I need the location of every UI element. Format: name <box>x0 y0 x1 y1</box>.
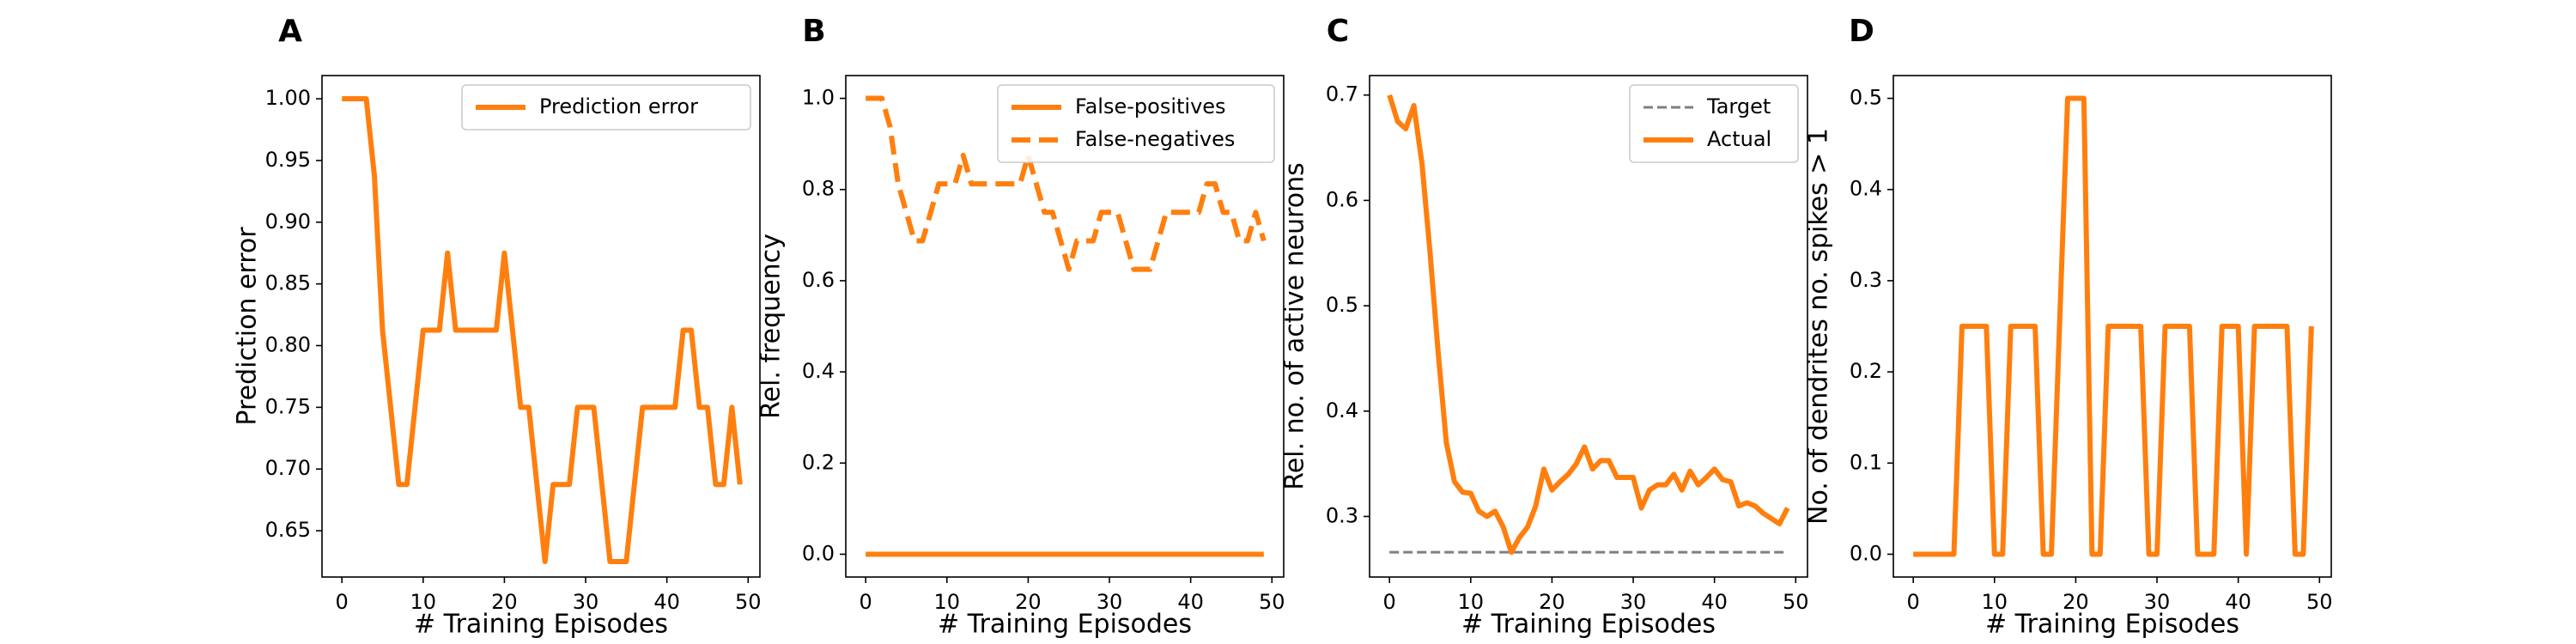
series-line-actual <box>1387 94 1790 556</box>
y-tick-label: 0.90 <box>265 210 311 234</box>
x-axis-label: # Training Episodes <box>938 610 1192 640</box>
panel-d: D 0 10 20 30 40 50 0.0 0.1 0.2 0.3 0.4 0.5 # Training… <box>1804 14 2333 640</box>
x-tick-label: 20 <box>2063 590 2089 614</box>
y-tick-label: 0.0 <box>802 541 835 565</box>
y-axis-label: Rel. frequency <box>756 234 787 419</box>
panel-letter: B <box>802 14 825 49</box>
legend-label: Actual <box>1707 127 1771 151</box>
x-tick-label: 10 <box>1458 590 1485 614</box>
x-tick-label: 0 <box>1383 590 1396 614</box>
y-tick-label: 0.80 <box>265 332 311 356</box>
legend-box <box>461 84 751 131</box>
y-axis-label: No. of dendrites no. spikes > 1 <box>1804 128 1834 525</box>
legend-label: Prediction error <box>539 94 698 118</box>
y-tick-label: 0.7 <box>1326 82 1358 106</box>
x-tick-label: 40 <box>1177 590 1204 614</box>
x-tick-label: 10 <box>410 590 437 614</box>
x-tick-label: 20 <box>1015 590 1042 614</box>
y-axis-label: Rel. no. of active neurons <box>1280 162 1310 490</box>
axes-frame <box>845 75 1285 578</box>
axes-frame <box>321 75 761 578</box>
panel-letter: D <box>1849 14 1874 49</box>
x-tick-label: 0 <box>336 590 349 614</box>
y-tick-label: 0.2 <box>802 450 835 474</box>
y-tick-label: 1.00 <box>265 86 311 110</box>
x-axis-label: # Training Episodes <box>414 610 668 640</box>
axes-frame <box>1893 75 2332 578</box>
y-tick-label: 0.75 <box>265 394 311 418</box>
x-tick-label: 40 <box>653 590 680 614</box>
y-tick-label: 0.3 <box>1850 268 1882 292</box>
y-tick-label: 0.8 <box>802 177 835 201</box>
x-tick-label: 30 <box>1097 590 1123 614</box>
x-tick-label: 10 <box>934 590 961 614</box>
legend: False-positives False-negatives <box>997 84 1275 163</box>
panel-b: B 0 10 20 30 40 50 0.0 0.2 0.4 0.6 0.8 1.0 # Training… <box>756 14 1285 640</box>
y-tick-label: 0.65 <box>265 518 311 542</box>
x-tick-label: 20 <box>1539 590 1565 614</box>
y-tick-label: 0.0 <box>1850 541 1882 565</box>
x-tick-label: 30 <box>573 590 599 614</box>
panel-letter: A <box>278 14 302 49</box>
legend-label: Target <box>1706 94 1771 118</box>
legend-label: False-negatives <box>1075 127 1235 151</box>
legend-box <box>997 84 1275 163</box>
x-tick-label: 50 <box>1259 590 1285 614</box>
x-tick-label: 50 <box>735 590 762 614</box>
y-tick-label: 1.0 <box>802 86 835 110</box>
y-tick-label: 0.70 <box>265 456 311 480</box>
x-tick-label: 0 <box>860 590 872 614</box>
y-tick-label: 0.5 <box>1326 293 1358 317</box>
x-tick-label: 30 <box>2144 590 2171 614</box>
x-tick-label: 20 <box>491 590 518 614</box>
x-tick-label: 50 <box>2306 590 2333 614</box>
series-line-series-0 <box>1913 95 2314 557</box>
y-axis-label: Prediction error <box>233 227 263 426</box>
series-line-false-negatives <box>866 95 1267 272</box>
x-tick-label: 30 <box>1620 590 1647 614</box>
x-tick-label: 50 <box>1783 590 1809 614</box>
x-tick-label: 10 <box>1982 590 2008 614</box>
y-tick-label: 0.2 <box>1850 359 1882 383</box>
axes-frame <box>1369 75 1808 578</box>
y-tick-label: 0.3 <box>1326 503 1358 527</box>
panel-a: A 0 10 20 30 40 50 0.65 0.70 0.75 0.80 0.85 0.90 0.95… <box>233 14 762 640</box>
y-tick-label: 0.4 <box>802 359 835 383</box>
y-tick-label: 0.6 <box>802 268 835 292</box>
x-axis-label: # Training Episodes <box>1461 610 1716 640</box>
x-tick-label: 0 <box>1907 590 1920 614</box>
legend: Target Actual <box>1629 84 1799 163</box>
y-tick-label: 0.6 <box>1326 187 1358 211</box>
x-axis-label: # Training Episodes <box>1985 610 2239 640</box>
y-tick-label: 0.1 <box>1850 450 1882 474</box>
x-tick-label: 40 <box>1701 590 1728 614</box>
legend-label: False-positives <box>1075 94 1226 118</box>
y-tick-label: 0.4 <box>1850 177 1882 201</box>
panel-letter: C <box>1327 14 1349 49</box>
y-tick-label: 0.85 <box>265 271 311 295</box>
y-tick-label: 0.95 <box>265 148 311 172</box>
y-tick-label: 0.5 <box>1850 86 1882 110</box>
panel-c: C 0 10 20 30 40 50 0.3 0.4 0.5 0.6 0.7 # Training Ep… <box>1280 14 1809 640</box>
series-line-prediction-error <box>342 96 743 565</box>
legend: Prediction error <box>461 84 751 131</box>
legend-box <box>1629 84 1799 163</box>
y-tick-label: 0.4 <box>1326 398 1358 422</box>
x-tick-label: 40 <box>2225 590 2251 614</box>
